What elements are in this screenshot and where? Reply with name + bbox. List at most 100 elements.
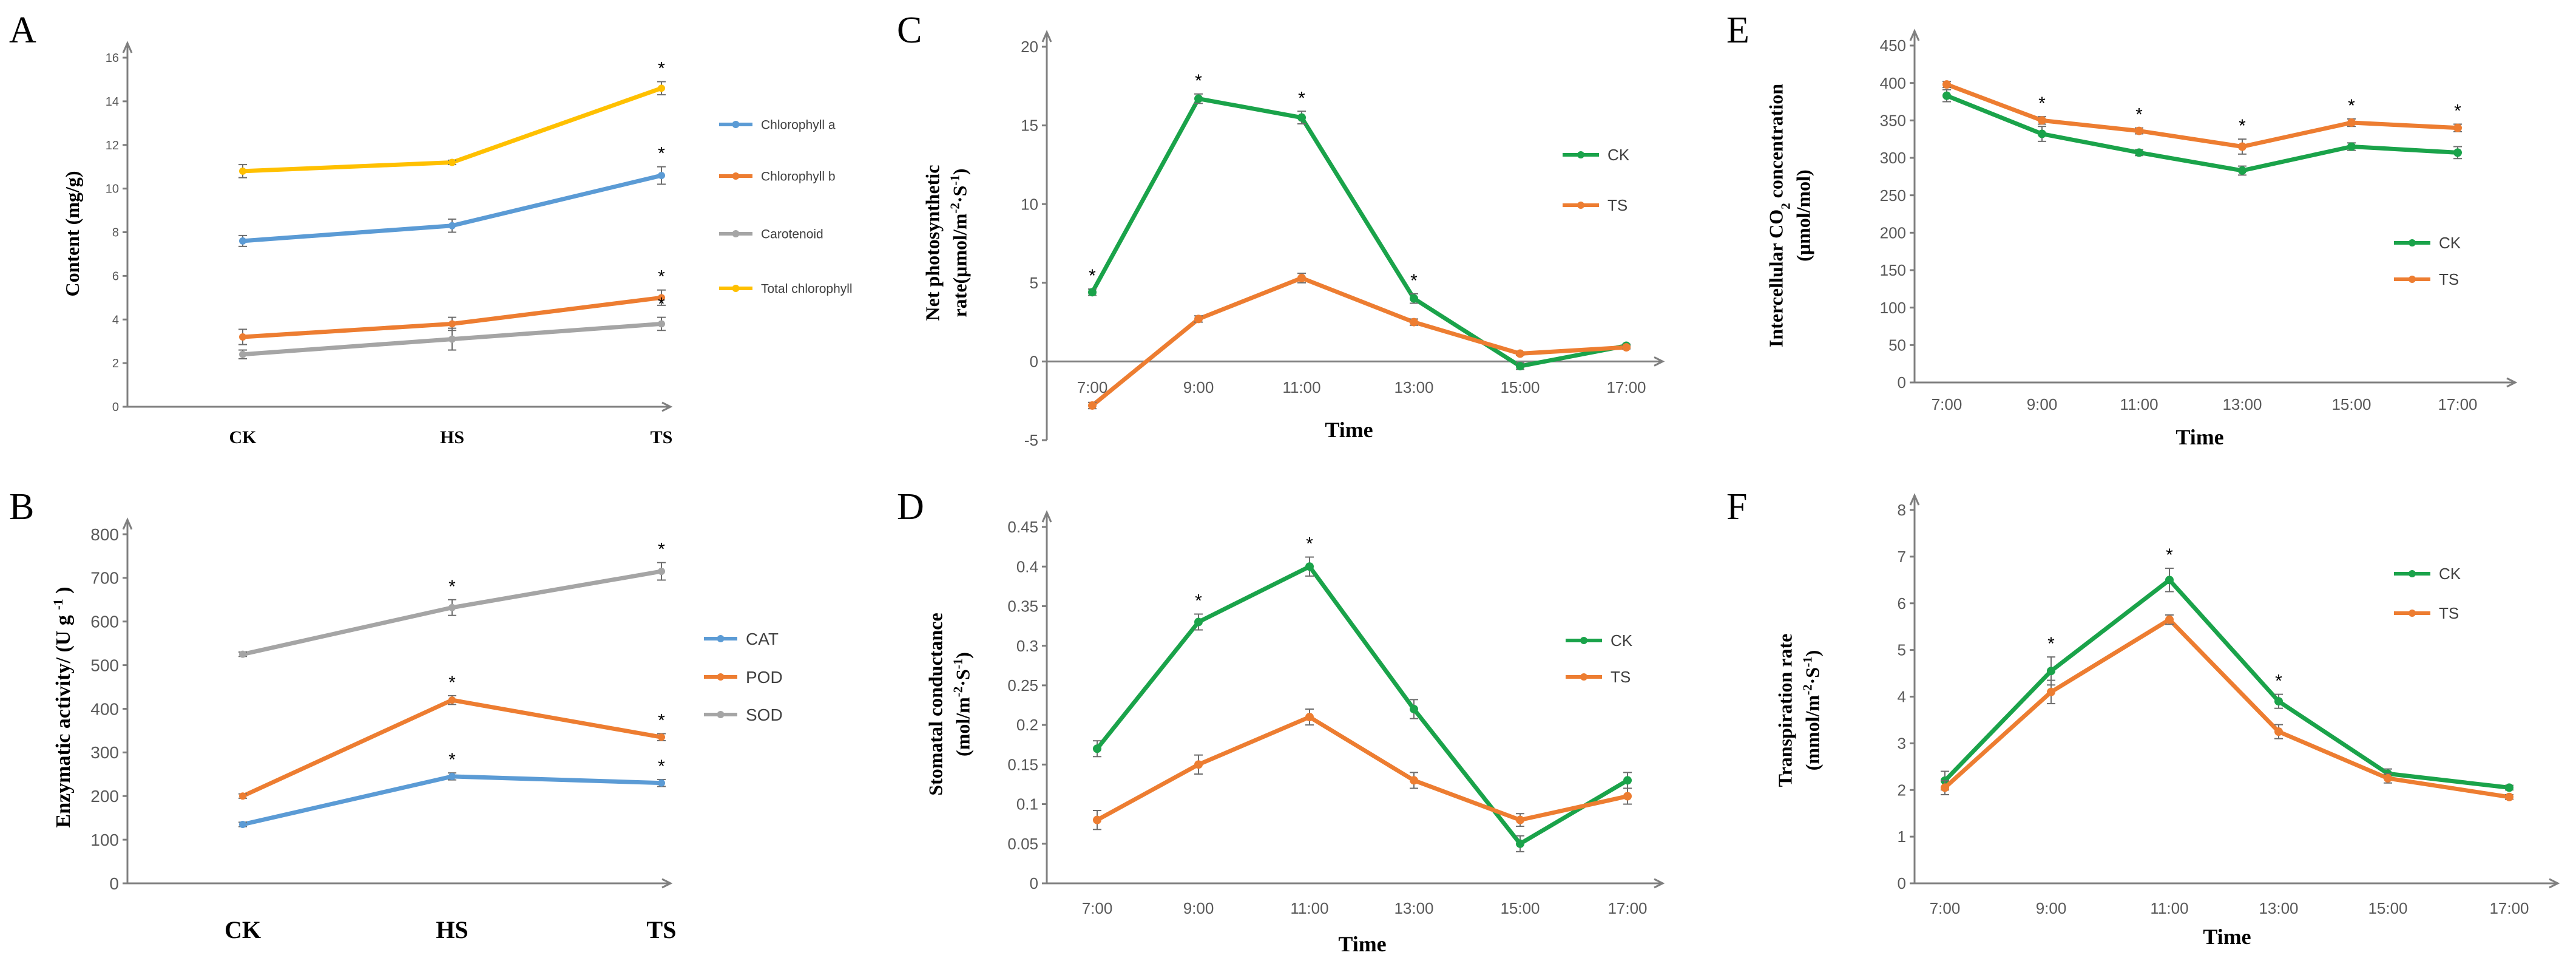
x-tick-label: CK (229, 427, 257, 447)
series-ts: TS (1941, 604, 2513, 801)
legend-label: Chlorophyll a (761, 118, 836, 132)
chart-panel-d: D 0 0.05 0.1 0.15 0.2 0.25 0.3 0.35 0.4 0.45 7:00 9:… (897, 486, 1665, 956)
data-point (1410, 318, 1418, 327)
x-axis-title: Time (2175, 425, 2223, 449)
x-tick-label: TS (647, 916, 677, 943)
significance-star: * (658, 144, 665, 164)
y-tick-label: 100 (1880, 299, 1906, 317)
data-point (1623, 792, 1632, 801)
significance-star: * (2038, 93, 2046, 114)
data-point (1623, 776, 1632, 785)
legend-label: Chlorophyll b (761, 169, 836, 183)
data-point (448, 158, 456, 166)
y-tick-label: 800 (90, 525, 119, 544)
series-sod: * * SOD (238, 540, 783, 724)
y-tick-label: 2 (112, 357, 119, 370)
y-tick-label: 0 (1898, 874, 1906, 892)
y-axis-title-line1: Transpiration rate (1774, 634, 1796, 787)
y-tick-label: 0 (1030, 874, 1038, 892)
y-tick-label: 0 (112, 401, 119, 414)
y-axis-title-line2: (μmol/mol) (1793, 169, 1814, 261)
x-tick-label: 7:00 (1082, 899, 1113, 917)
x-tick-label: 9:00 (2036, 899, 2067, 917)
legend-swatch-marker (2409, 610, 2416, 617)
chart-panel-e: E 0 50 100 150 200 250 300 350 400 450 7:00 9:00 11:0… (1726, 10, 2518, 449)
legend-swatch-marker (717, 673, 725, 681)
data-point (1093, 815, 1101, 824)
y-tick-label: 12 (106, 139, 119, 152)
significance-star: * (448, 673, 456, 693)
data-point (2135, 126, 2143, 135)
y-tick-label: 4 (112, 313, 119, 327)
y-tick-label: 5 (1030, 274, 1038, 292)
data-point (2347, 118, 2356, 127)
y-tick-label: -5 (1024, 431, 1038, 449)
series-ts: TS (1093, 668, 1632, 831)
y-tick-label: 450 (1880, 36, 1906, 55)
y-axis-arrow (1041, 510, 1052, 523)
y-tick-label: 0.15 (1007, 755, 1038, 773)
data-point (1194, 94, 1203, 103)
series-line (1943, 617, 2510, 800)
data-point (1516, 815, 1524, 824)
series-chlorophyll-a: * Chlorophyll a (238, 118, 836, 247)
y-axis-title-line1: Stomatal conductance (925, 613, 947, 795)
data-point (448, 222, 456, 229)
legend-swatch-marker (1580, 637, 1587, 644)
data-point (1622, 343, 1631, 352)
data-point (1410, 294, 1418, 303)
y-tick-label: 8 (1898, 501, 1906, 519)
significance-star: * (658, 756, 665, 776)
x-axis-arrow (1654, 878, 1665, 889)
significance-star: * (1410, 271, 1418, 291)
x-axis-title: Time (1325, 418, 1373, 442)
significance-star: * (2454, 101, 2461, 121)
data-point (2047, 667, 2055, 676)
panel-label: C (897, 10, 922, 51)
legend-swatch-marker (1577, 202, 1584, 209)
x-tick-label: 15:00 (1500, 899, 1540, 917)
data-point (1088, 401, 1097, 410)
legend-label: CK (1607, 146, 1630, 164)
panel-label: A (9, 10, 36, 51)
data-point (239, 237, 246, 245)
chart-panel-c: C -5 0 5 10 15 20 7:00 9:00 11:00 13:00 15:00 17:00 N… (897, 10, 1665, 449)
x-axis-arrow (2506, 377, 2518, 388)
data-point (1088, 288, 1097, 297)
significance-star: * (2135, 105, 2143, 125)
legend-label: POD (746, 668, 783, 687)
data-point (448, 696, 456, 704)
x-axis-arrow (2549, 878, 2560, 889)
data-point (658, 172, 665, 180)
x-axis-title: Time (1338, 932, 1386, 956)
panel-label: F (1726, 486, 1747, 528)
series-line (1090, 97, 1627, 369)
series-line (1090, 276, 1627, 407)
significance-star: * (2348, 96, 2355, 116)
data-point (1305, 562, 1314, 571)
y-tick-label: 4 (1898, 688, 1906, 706)
x-axis-arrow (661, 401, 673, 412)
significance-star: * (1298, 88, 1305, 108)
chart-panel-b: B 0 100 200 300 400 500 600 700 800 CK HS TS Enzymati… (9, 486, 783, 943)
data-point (239, 333, 246, 341)
y-tick-label: 15 (1021, 117, 1038, 135)
significance-star: * (448, 577, 456, 597)
x-tick-label: 13:00 (2222, 395, 2262, 413)
legend-swatch-marker (732, 172, 740, 180)
y-tick-label: 350 (1880, 111, 1906, 129)
series-line (1095, 564, 1629, 846)
x-tick-label: 11:00 (1282, 378, 1320, 396)
data-point (1194, 617, 1203, 627)
y-tick-label: 6 (1898, 594, 1906, 613)
significance-star: * (2047, 634, 2055, 654)
y-tick-label: 200 (1880, 223, 1906, 242)
legend-label: TS (1611, 668, 1631, 686)
y-tick-label: 300 (90, 743, 119, 762)
data-point (448, 320, 456, 328)
x-tick-label: 17:00 (2489, 899, 2529, 917)
y-tick-label: 0 (109, 874, 119, 893)
significance-star: * (658, 267, 665, 287)
legend-swatch-marker (717, 711, 725, 718)
y-tick-label: 300 (1880, 149, 1906, 167)
